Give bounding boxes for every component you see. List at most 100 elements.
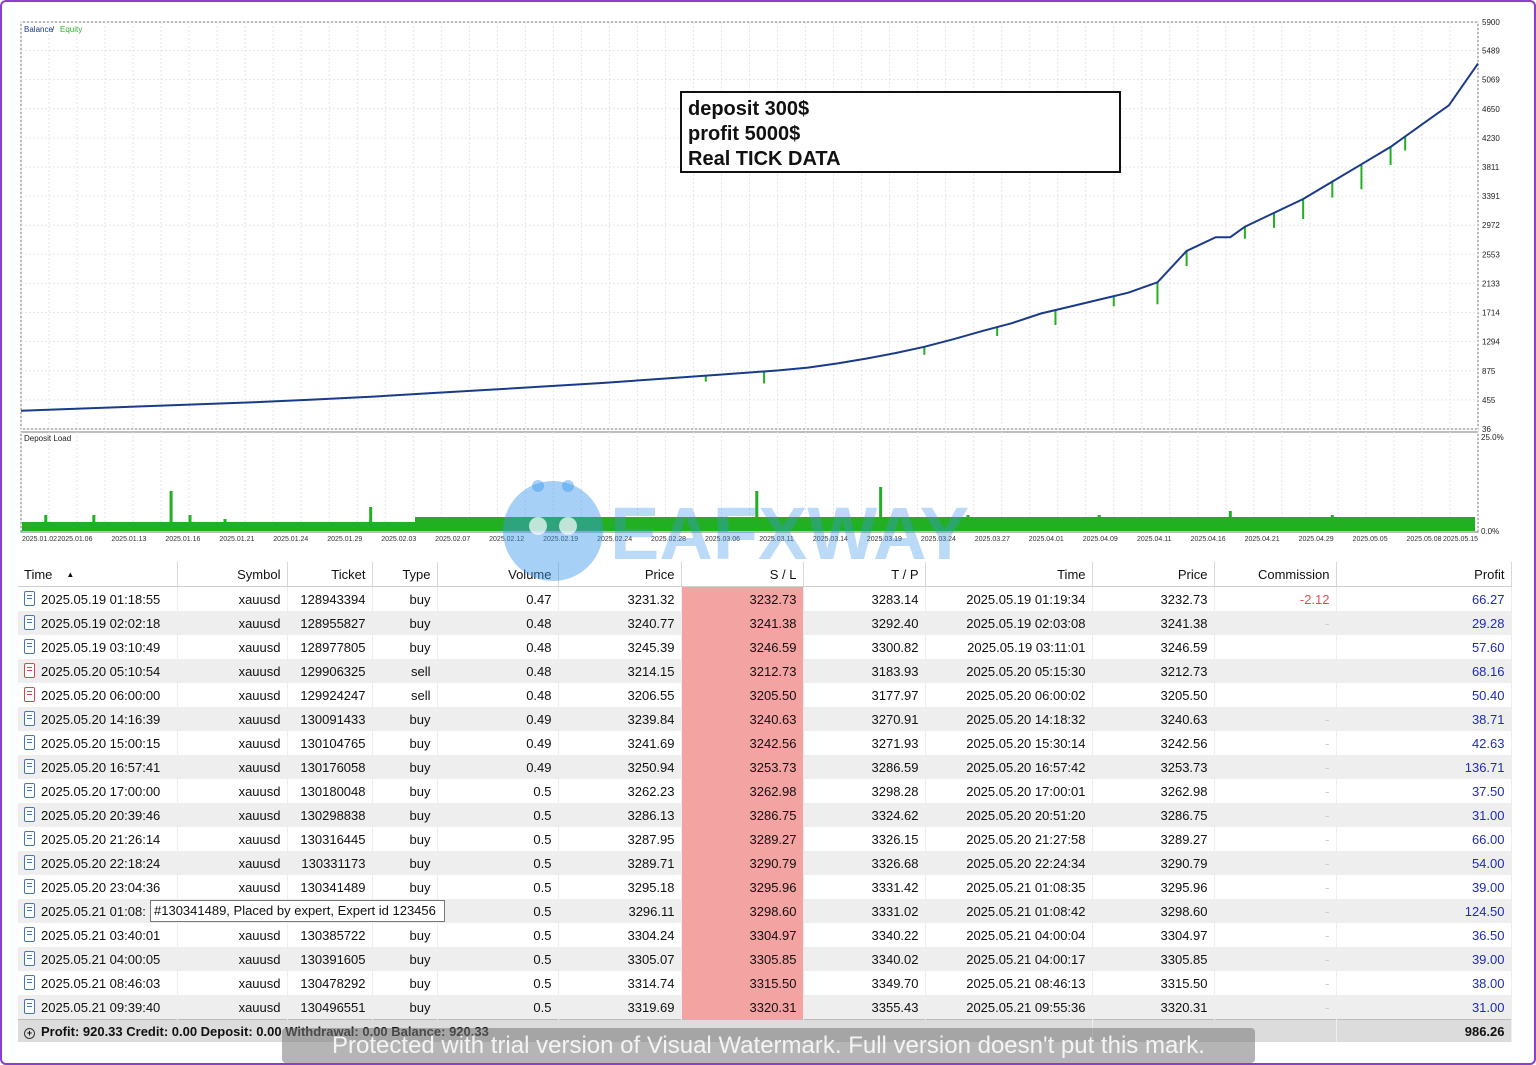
table-row[interactable]: 2025.05.20 15:00:15 xauusd 130104765 buy 0.4… <box>18 731 1512 755</box>
table-row[interactable]: 2025.05.21 04:00:05 xauusd 130391605 buy 0.5… <box>18 947 1512 971</box>
cell-stop-loss: 3315.50 <box>681 971 804 995</box>
cell-volume: 0.49 <box>437 707 559 731</box>
table-row[interactable]: 2025.05.20 22:18:24 xauusd 130331173 buy 0.5… <box>18 851 1512 875</box>
cell-open-time: 2025.05.20 20:39:46 <box>18 803 178 827</box>
deal-icon <box>24 687 35 702</box>
load-xtick-label: 2025.04.29 <box>1299 536 1334 543</box>
tester-graph: 5900 5489 5069 4650 4230 3811 3391 2972 2553 2133… <box>20 18 1504 543</box>
balance-ytick-label: 1294 <box>1482 338 1500 347</box>
col-header-sl[interactable]: S / L <box>681 562 804 587</box>
cell-stop-loss: 3246.59 <box>681 635 804 659</box>
load-xtick-label: 2025.02.12 <box>489 536 524 543</box>
table-row[interactable]: 2025.05.20 06:00:00 xauusd 129924247 sell 0.… <box>18 683 1512 707</box>
deal-icon <box>24 735 35 750</box>
table-row[interactable]: 2025.05.20 23:04:36 xauusd 130341489 buy 0.5… <box>18 875 1512 899</box>
cell-volume: 0.5 <box>437 827 559 851</box>
table-row[interactable]: 2025.05.21 08:46:03 xauusd 130478292 buy 0.5… <box>18 971 1512 995</box>
cell-ticket: 128943394 <box>287 586 373 611</box>
balance-ytick-label: 4230 <box>1482 134 1500 143</box>
col-header-commission[interactable]: Commission <box>1214 562 1337 587</box>
open-time-text: 2025.05.20 22:18:24 <box>41 856 161 871</box>
table-row[interactable]: 2025.05.20 14:16:39 xauusd 130091433 buy 0.4… <box>18 707 1512 731</box>
cell-open-time: 2025.05.20 06:00:00 <box>18 683 178 707</box>
cell-profit: 66.00 <box>1336 827 1512 851</box>
cell-commission: - <box>1214 995 1337 1020</box>
cell-close-price: 3212.73 <box>1092 659 1215 683</box>
load-xtick-label: 2025.03.19 <box>867 536 902 543</box>
table-row[interactable]: 2025.05.19 01:18:55 xauusd 128943394 buy 0.4… <box>18 586 1512 611</box>
cell-profit: 37.50 <box>1336 779 1512 803</box>
cell-take-profit: 3340.02 <box>803 947 926 971</box>
table-row[interactable]: 2025.05.20 05:10:54 xauusd 129906325 sell 0.… <box>18 659 1512 683</box>
table-row[interactable]: 2025.05.19 02:02:18 xauusd 128955827 buy 0.4… <box>18 611 1512 635</box>
deal-icon <box>24 663 35 678</box>
cell-close-price: 3240.63 <box>1092 707 1215 731</box>
legend-separator: / <box>52 25 55 34</box>
deposit-load-x-axis: 2025.01.02 2025.01.06 2025.01.13 2025.01.16… <box>22 536 1478 543</box>
load-xtick-label: 2025.05.15 <box>1443 536 1478 543</box>
load-xtick-label: 2025.02.24 <box>597 536 632 543</box>
cell-stop-loss: 3305.85 <box>681 947 804 971</box>
cell-open-time: 2025.05.20 17:00:00 <box>18 779 178 803</box>
deal-icon <box>24 999 35 1014</box>
deal-icon <box>24 855 35 870</box>
deposit-load-baseline <box>22 522 1475 531</box>
cell-take-profit: 3298.28 <box>803 779 926 803</box>
load-xtick-label: 2025.05.05 <box>1353 536 1388 543</box>
table-row[interactable]: 2025.05.20 17:00:00 xauusd 130180048 buy 0.5… <box>18 779 1512 803</box>
deal-tooltip: #130341489, Placed by expert, Expert id … <box>150 900 445 922</box>
col-header-tp[interactable]: T / P <box>803 562 926 587</box>
table-row[interactable]: 2025.05.21 09:39:40 xauusd 130496551 buy 0.5… <box>18 995 1512 1020</box>
cell-commission: - <box>1214 947 1337 971</box>
balance-ytick-label: 5489 <box>1482 47 1500 56</box>
cell-close-time: 2025.05.20 14:18:32 <box>925 707 1093 731</box>
col-header-price[interactable]: Price <box>558 562 682 587</box>
cell-type: buy <box>372 827 438 851</box>
cell-open-time: 2025.05.20 22:18:24 <box>18 851 178 875</box>
cell-close-price: 3253.73 <box>1092 755 1215 779</box>
cell-close-time: 2025.05.21 01:08:35 <box>925 875 1093 899</box>
table-row[interactable]: 2025.05.20 21:26:14 xauusd 130316445 buy 0.5… <box>18 827 1512 851</box>
cell-symbol: xauusd <box>177 731 288 755</box>
cell-open-time: 2025.05.21 08:46:03 <box>18 971 178 995</box>
col-header-type[interactable]: Type <box>372 562 438 587</box>
cell-stop-loss: 3320.31 <box>681 995 804 1020</box>
summary-toggle-icon[interactable]: + <box>24 1027 35 1039</box>
cell-close-price: 3232.73 <box>1092 586 1215 611</box>
cell-close-time: 2025.05.20 17:00:01 <box>925 779 1093 803</box>
cell-open-time: 2025.05.20 15:00:15 <box>18 731 178 755</box>
cell-type: buy <box>372 803 438 827</box>
open-time-text: 2025.05.20 23:04:36 <box>41 880 161 895</box>
cell-type: buy <box>372 731 438 755</box>
cell-open-price: 3240.77 <box>558 611 682 635</box>
col-header-ticket[interactable]: Ticket <box>287 562 373 587</box>
col-header-close-time[interactable]: Time <box>925 562 1093 587</box>
cell-ticket: 130331173 <box>287 851 373 875</box>
overlay-note-box: deposit 300$ profit 5000$ Real TICK DATA <box>680 91 1121 173</box>
cell-type: buy <box>372 923 438 947</box>
cell-volume: 0.5 <box>437 803 559 827</box>
load-xtick-label: 2025.01.02 <box>22 536 57 543</box>
cell-close-time: 2025.05.19 03:11:01 <box>925 635 1093 659</box>
cell-open-time: 2025.05.21 03:40:01 <box>18 923 178 947</box>
col-header-close-price[interactable]: Price <box>1092 562 1215 587</box>
cell-open-time: 2025.05.21 09:39:40 <box>18 995 178 1020</box>
col-header-symbol[interactable]: Symbol <box>177 562 288 587</box>
col-header-profit[interactable]: Profit <box>1336 562 1512 587</box>
cell-commission: - <box>1214 851 1337 875</box>
cell-volume: 0.5 <box>437 851 559 875</box>
trade-history-table[interactable]: Time ▲ Symbol Ticket Type Volume Price S … <box>18 562 1512 1042</box>
cell-close-time: 2025.05.20 20:51:20 <box>925 803 1093 827</box>
col-header-time[interactable]: Time ▲ <box>18 562 178 587</box>
table-row[interactable]: 2025.05.21 01:08: #130341489, Placed by e… <box>18 899 1512 923</box>
cell-profit: 31.00 <box>1336 995 1512 1020</box>
cell-open-price: 3287.95 <box>558 827 682 851</box>
cell-volume: 0.5 <box>437 947 559 971</box>
col-header-volume[interactable]: Volume <box>437 562 559 587</box>
table-row[interactable]: 2025.05.21 03:40:01 xauusd 130385722 buy 0.5… <box>18 923 1512 947</box>
cell-profit: 29.28 <box>1336 611 1512 635</box>
table-row[interactable]: 2025.05.20 20:39:46 xauusd 130298838 buy 0.5… <box>18 803 1512 827</box>
table-row[interactable]: 2025.05.19 03:10:49 xauusd 128977805 buy 0.4… <box>18 635 1512 659</box>
table-row[interactable]: 2025.05.20 16:57:41 xauusd 130176058 buy 0.4… <box>18 755 1512 779</box>
cell-ticket: 130496551 <box>287 995 373 1020</box>
